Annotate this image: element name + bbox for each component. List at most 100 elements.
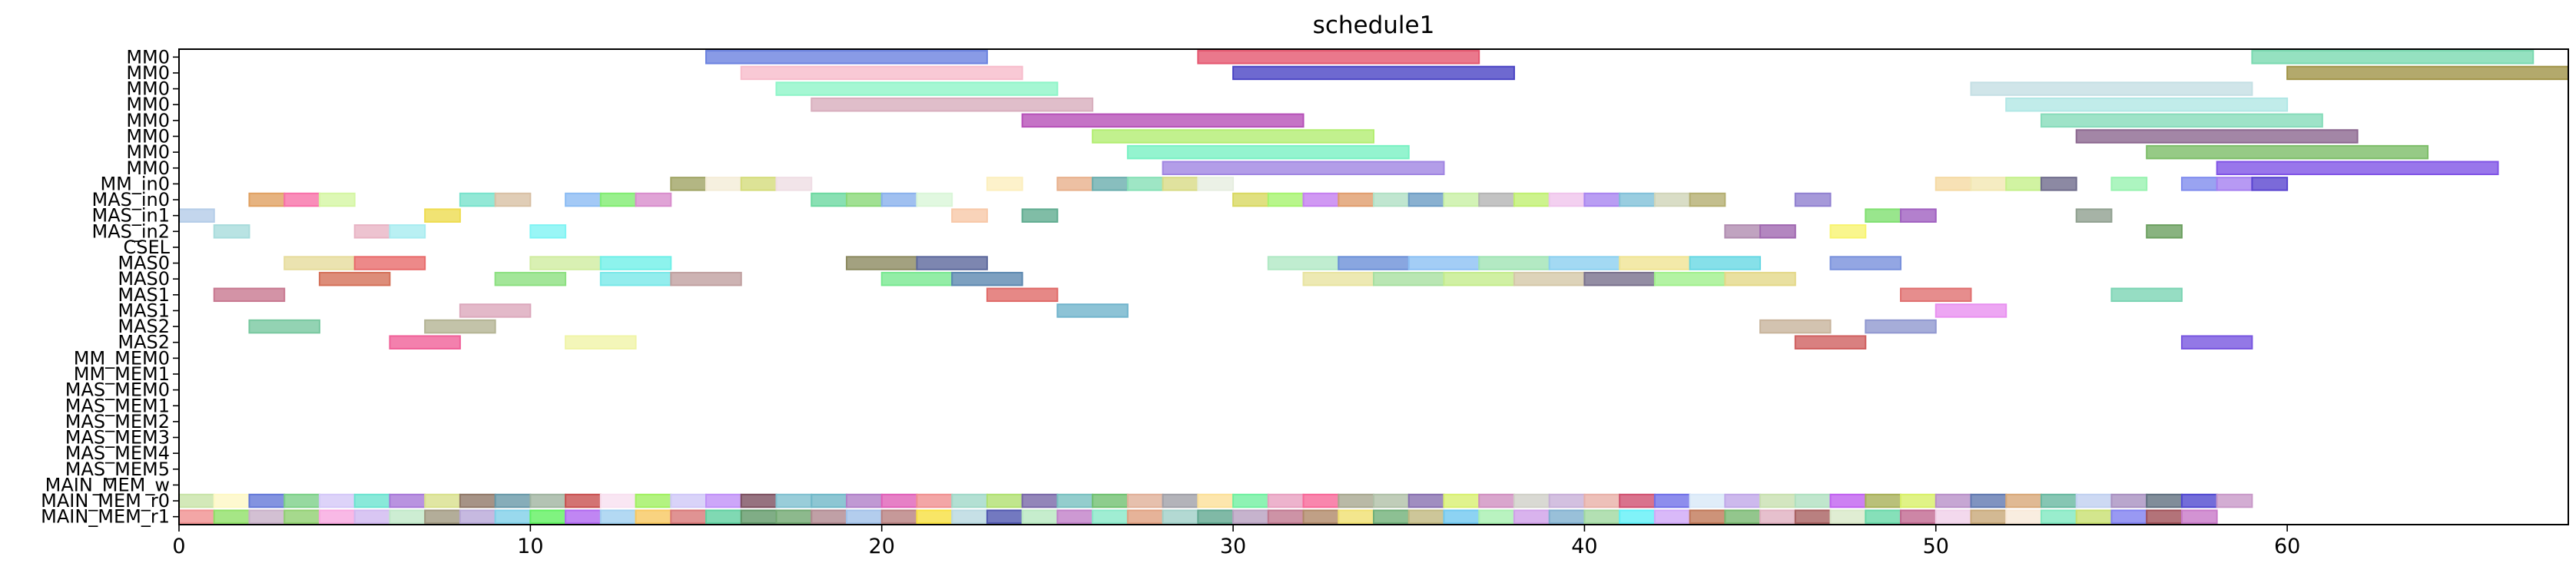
bars-layer [178,50,2570,524]
gantt-bar [986,177,1023,191]
gantt-bar [2110,287,2183,303]
gantt-bar [318,493,356,508]
gantt-bar [599,192,637,207]
gantt-bar [1302,493,1340,508]
gantt-bar [2180,493,2218,508]
gantt-bar [916,256,988,270]
gantt-bar [1865,208,1902,223]
gantt-bar [494,271,567,286]
x-tick-label: 40 [1571,535,1597,558]
gantt-bar [1338,509,1374,524]
gantt-bar [986,509,1023,524]
gantt-bar [1513,509,1550,524]
gantt-bar [565,509,602,524]
y-tick-label: MAS_MEM1 [65,395,170,416]
gantt-bar [1619,493,1656,508]
y-tick-label: MAIN_MEM_w [45,474,170,495]
gantt-bar [1759,224,1796,239]
gantt-bar [705,493,742,508]
gantt-bar [1126,509,1164,524]
gantt-bar [1724,509,1762,524]
gantt-bar [2216,493,2253,508]
gantt-bar [283,493,320,508]
y-tick-label: MAIN_MEM_r1 [41,506,170,528]
gantt-bar [1338,192,1374,207]
gantt-bar [248,192,286,207]
gantt-bar [1478,192,1515,207]
gantt-bar [2075,129,2359,144]
gantt-bar [1970,509,2007,524]
gantt-bar [2005,493,2042,508]
gantt-bar [1267,192,1305,207]
gantt-bar [459,303,532,318]
gantt-bar [880,192,918,207]
gantt-bar [1970,81,2253,96]
y-axis: MM0MM0MM0MM0MM0MM0MM0MM0MM_in0MAS_in0MAS… [41,46,179,528]
gantt-bar [951,493,988,508]
gantt-bar [1443,493,1480,508]
gantt-bar [1583,509,1621,524]
gantt-bar [986,287,1059,303]
y-tick-label: MM0 [126,62,170,84]
gantt-bar [1092,493,1129,508]
gantt-bar [1724,271,1796,286]
gantt-bar [1724,224,1762,239]
gantt-bar [1689,256,1762,270]
gantt-bar [2040,177,2077,191]
gantt-bar [459,192,496,207]
gantt-bar [1865,509,1902,524]
gantt-bar [1021,113,1305,128]
gantt-bar [1478,493,1515,508]
gantt-bar [318,271,391,286]
gantt-bar [1267,256,1340,270]
gantt-bar [1407,256,1480,270]
x-tick-label: 20 [869,535,895,558]
gantt-bar [2075,493,2113,508]
gantt-bar [2146,224,2183,239]
y-tick-label: MM0 [126,78,170,100]
gantt-bar [1900,287,1972,303]
x-tick-label: 50 [1923,535,1949,558]
gantt-bar [529,509,567,524]
gantt-bar [2216,161,2499,176]
gantt-bar [1232,493,1269,508]
gantt-bar [389,335,461,349]
y-tick-label: MM0 [126,141,170,163]
gantt-bar [424,509,461,524]
gantt-bar [845,192,883,207]
gantt-bar [424,208,461,223]
gantt-bar [353,256,426,270]
gantt-bar [1900,509,1937,524]
gantt-bar [1548,192,1586,207]
gantt-bar [951,509,988,524]
gantt-bar [1513,192,1550,207]
gantt-bar [1934,303,2007,318]
gantt-bar [811,97,1094,112]
gantt-bar [1829,224,1867,239]
y-tick-label: MM_MEM1 [74,363,170,385]
gantt-bar [1302,509,1340,524]
x-tick-label: 10 [517,535,543,558]
gantt-bar [494,493,532,508]
gantt-bar [1619,509,1656,524]
y-tick-label: MM_MEM0 [74,347,170,369]
gantt-bar [1197,177,1235,191]
gantt-bar [775,177,813,191]
gantt-bar [2146,144,2429,160]
gantt-bar [845,493,883,508]
gantt-bar [248,319,320,334]
gantt-bar [1407,493,1445,508]
y-tick-label: CSEL [123,237,170,258]
gantt-bar [2110,509,2148,524]
y-tick-label: MAS_in1 [91,205,170,227]
gantt-bar [2251,177,2289,191]
gantt-bar [599,271,672,286]
gantt-bar [1162,509,1199,524]
y-tick-label: MAS1 [118,284,170,306]
gantt-bar [1162,177,1199,191]
gantt-bar [635,493,672,508]
gantt-bar [916,509,953,524]
gantt-bar [1302,192,1340,207]
gantt-bar [1056,177,1094,191]
gantt-bar [1794,335,1867,349]
